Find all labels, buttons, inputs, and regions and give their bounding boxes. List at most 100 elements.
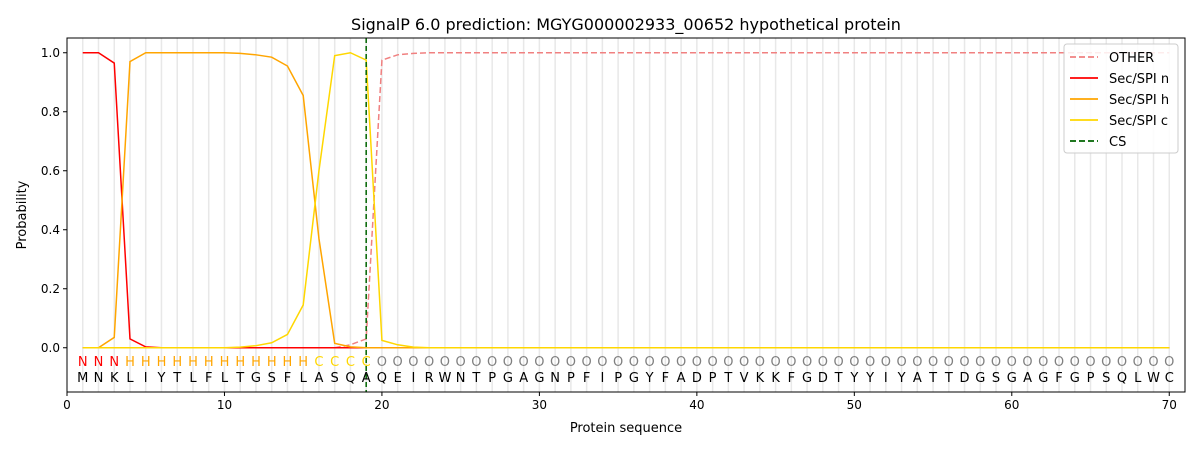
residue-label: Q	[1117, 371, 1127, 386]
region-label: O	[912, 355, 922, 370]
region-label: O	[613, 355, 623, 370]
residue-label: K	[110, 371, 119, 386]
region-label: O	[723, 355, 733, 370]
region-label: O	[676, 355, 686, 370]
region-label: O	[1054, 355, 1064, 370]
region-label: H	[298, 355, 308, 370]
residue-label: Q	[345, 371, 355, 386]
y-tick-label: 0.6	[41, 164, 60, 178]
region-label: O	[519, 355, 529, 370]
residue-label: L	[1134, 371, 1142, 386]
residue-label: L	[221, 371, 229, 386]
legend-label: Sec/SPI n	[1109, 72, 1169, 87]
legend-label: OTHER	[1109, 51, 1154, 66]
x-axis-label: Protein sequence	[570, 421, 682, 436]
residue-label: S	[331, 371, 339, 386]
residue-label: P	[1087, 371, 1095, 386]
region-label: O	[471, 355, 481, 370]
residue-label: G	[251, 371, 261, 386]
x-tick-label: 0	[63, 398, 71, 412]
region-label: O	[1101, 355, 1111, 370]
region-label: O	[802, 355, 812, 370]
region-label: H	[251, 355, 261, 370]
region-label: O	[786, 355, 796, 370]
residue-label: G	[1070, 371, 1080, 386]
x-tick-label: 40	[689, 398, 704, 412]
residue-label: L	[126, 371, 134, 386]
residue-label: F	[583, 371, 590, 386]
residue-label: I	[144, 371, 148, 386]
region-label: C	[314, 355, 323, 370]
residue-label: D	[960, 371, 970, 386]
y-axis-label: Probability	[15, 180, 30, 249]
residue-label: T	[172, 371, 181, 386]
region-label: H	[157, 355, 167, 370]
residue-label: P	[567, 371, 575, 386]
region-label: O	[849, 355, 859, 370]
chart-title: SignalP 6.0 prediction: MGYG000002933_00…	[351, 15, 901, 35]
region-label: O	[1148, 355, 1158, 370]
residue-label: A	[677, 371, 686, 386]
residue-label: P	[614, 371, 622, 386]
residue-label: S	[992, 371, 1000, 386]
y-tick-label: 0.8	[41, 105, 60, 119]
region-label: O	[739, 355, 749, 370]
region-label: O	[1164, 355, 1174, 370]
region-label: O	[393, 355, 403, 370]
region-label: O	[959, 355, 969, 370]
residue-label: G	[975, 371, 985, 386]
residue-label: W	[1147, 371, 1160, 386]
residue-label: T	[944, 371, 953, 386]
region-label: N	[94, 355, 104, 370]
region-label: O	[1038, 355, 1048, 370]
region-label: O	[377, 355, 387, 370]
residue-label: G	[1007, 371, 1017, 386]
x-tick-label: 20	[374, 398, 389, 412]
region-label: O	[975, 355, 985, 370]
y-tick-label: 1.0	[41, 46, 60, 60]
region-label: O	[550, 355, 560, 370]
residue-label: Y	[645, 371, 654, 386]
region-label: C	[346, 355, 355, 370]
legend-box	[1063, 43, 1179, 154]
residue-label: F	[284, 371, 291, 386]
x-tick-label: 10	[217, 398, 232, 412]
region-label: O	[440, 355, 450, 370]
residue-label: A	[314, 371, 323, 386]
region-label: H	[235, 355, 245, 370]
y-tick-label: 0.2	[41, 282, 60, 296]
residue-label: K	[756, 371, 765, 386]
y-tick-label: 0.0	[41, 341, 60, 355]
residue-label: Y	[865, 371, 874, 386]
region-label: O	[865, 355, 875, 370]
residue-label: A	[362, 371, 371, 386]
region-label: O	[1007, 355, 1017, 370]
residue-label: T	[928, 371, 937, 386]
residue-label: S	[1102, 371, 1110, 386]
region-label: O	[833, 355, 843, 370]
legend-label: Sec/SPI c	[1109, 114, 1168, 129]
x-tick-label: 70	[1162, 398, 1177, 412]
region-label: O	[770, 355, 780, 370]
region-label: H	[172, 355, 182, 370]
region-label: H	[283, 355, 293, 370]
region-label: H	[188, 355, 198, 370]
x-tick-label: 60	[1004, 398, 1019, 412]
x-tick-label: 30	[532, 398, 547, 412]
series-line-sec-spi-h	[82, 52, 1170, 349]
residue-label: N	[94, 371, 104, 386]
region-label: H	[220, 355, 230, 370]
region-label: O	[707, 355, 717, 370]
residue-label: T	[471, 371, 480, 386]
region-label: O	[582, 355, 592, 370]
residue-label: N	[456, 371, 466, 386]
region-label: O	[1070, 355, 1080, 370]
region-label: O	[928, 355, 938, 370]
region-label: O	[503, 355, 513, 370]
region-label: H	[125, 355, 135, 370]
region-label: C	[362, 355, 371, 370]
residue-label: T	[235, 371, 244, 386]
residue-label: E	[394, 371, 402, 386]
x-tick-label: 50	[847, 398, 862, 412]
residue-label: G	[503, 371, 513, 386]
